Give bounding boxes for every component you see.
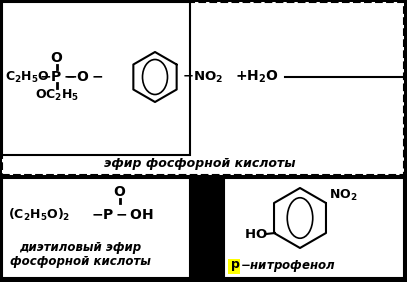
Text: $\mathbf{-O-}$: $\mathbf{-O-}$ bbox=[65, 70, 103, 84]
FancyBboxPatch shape bbox=[224, 178, 404, 278]
Text: $\mathbf{p}$: $\mathbf{p}$ bbox=[230, 259, 241, 273]
FancyBboxPatch shape bbox=[2, 2, 404, 175]
Polygon shape bbox=[133, 52, 177, 102]
Text: $\mathbf{-P-OH}$: $\mathbf{-P-OH}$ bbox=[91, 208, 154, 222]
Text: $\mathbf{HO}$: $\mathbf{HO}$ bbox=[244, 228, 268, 241]
FancyBboxPatch shape bbox=[2, 178, 190, 278]
FancyBboxPatch shape bbox=[228, 259, 240, 274]
Text: фосфорной кислоты: фосфорной кислоты bbox=[9, 255, 151, 268]
Text: $\mathbf{+}$: $\mathbf{+}$ bbox=[199, 206, 214, 224]
Text: диэтиловый эфир: диэтиловый эфир bbox=[19, 241, 141, 254]
Text: $\mathbf{OC_2H_5}$: $\mathbf{OC_2H_5}$ bbox=[35, 87, 79, 103]
Text: $\mathbf{O}$: $\mathbf{O}$ bbox=[50, 51, 63, 65]
Text: $\mathbf{(C_2H_5O)_2}$: $\mathbf{(C_2H_5O)_2}$ bbox=[8, 207, 70, 223]
Text: $\mathbf{O}$: $\mathbf{O}$ bbox=[114, 185, 127, 199]
Text: эфир фосфорной кислоты: эфир фосфорной кислоты bbox=[104, 157, 296, 169]
Text: $\mathbf{NO_2}$: $\mathbf{NO_2}$ bbox=[329, 188, 358, 202]
Text: $\mathbf{-}$нитрофенол: $\mathbf{-}$нитрофенол bbox=[240, 258, 335, 274]
Text: $\mathbf{C_2H_5O}$: $\mathbf{C_2H_5O}$ bbox=[5, 69, 50, 85]
Polygon shape bbox=[274, 188, 326, 248]
Text: $\mathbf{-NO_2}$: $\mathbf{-NO_2}$ bbox=[182, 69, 223, 85]
Text: $\mathbf{+ H_2O}$: $\mathbf{+ H_2O}$ bbox=[235, 69, 279, 85]
FancyBboxPatch shape bbox=[2, 2, 190, 155]
Text: $\mathbf{-P-}$: $\mathbf{-P-}$ bbox=[39, 70, 75, 84]
